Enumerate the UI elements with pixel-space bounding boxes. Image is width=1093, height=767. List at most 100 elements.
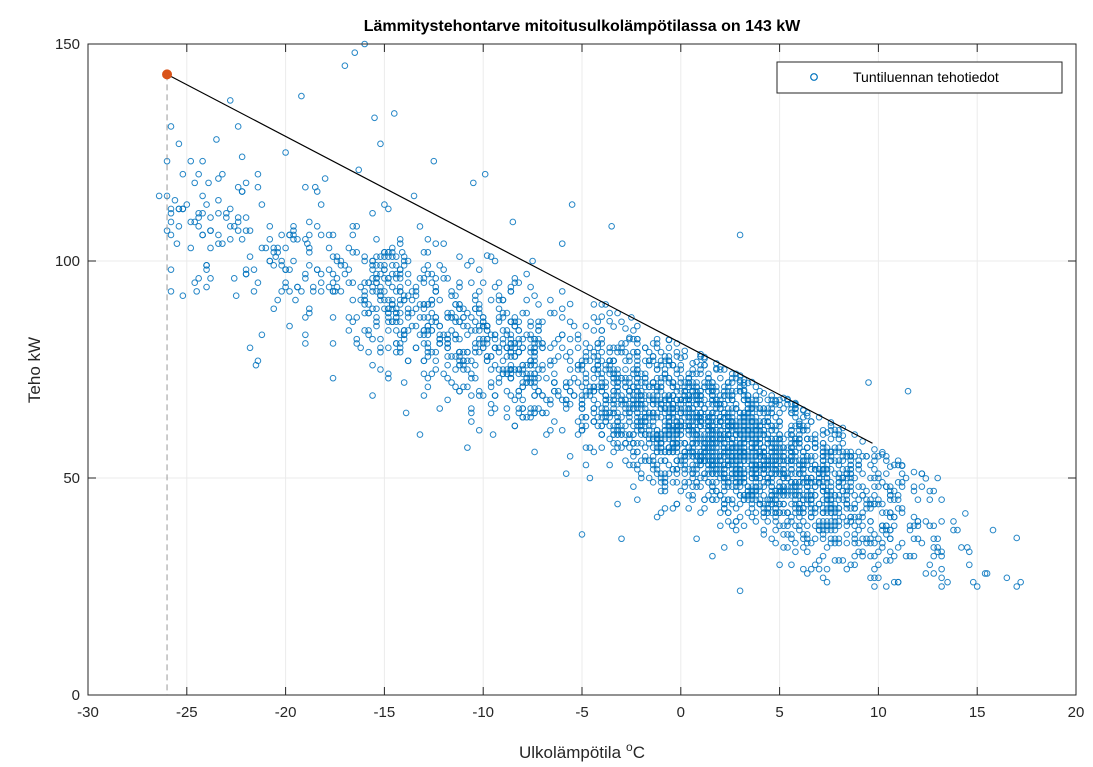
data-point bbox=[606, 461, 613, 469]
data-point bbox=[626, 405, 633, 412]
data-point bbox=[649, 383, 657, 391]
data-point bbox=[634, 387, 641, 395]
data-point bbox=[831, 522, 839, 530]
data-point bbox=[736, 426, 744, 434]
data-point bbox=[800, 505, 807, 512]
data-point bbox=[377, 270, 384, 278]
data-point bbox=[392, 318, 400, 326]
data-point bbox=[535, 318, 542, 326]
data-point bbox=[685, 479, 693, 486]
data-point bbox=[720, 387, 728, 395]
data-point bbox=[566, 335, 574, 343]
data-point bbox=[570, 392, 578, 399]
data-point bbox=[424, 327, 432, 334]
data-point bbox=[468, 409, 475, 417]
data-point bbox=[748, 444, 756, 451]
data-point bbox=[590, 314, 598, 321]
data-point bbox=[535, 327, 542, 334]
data-point bbox=[578, 426, 586, 434]
data-point bbox=[594, 400, 602, 408]
data-point bbox=[215, 231, 222, 239]
data-point bbox=[811, 522, 819, 530]
data-point bbox=[835, 474, 843, 482]
data-point bbox=[246, 227, 254, 234]
data-point bbox=[657, 374, 665, 382]
data-point bbox=[752, 396, 760, 404]
data-point bbox=[365, 327, 372, 334]
y-tick-label: 0 bbox=[72, 687, 80, 704]
data-point bbox=[527, 331, 534, 339]
data-point bbox=[618, 374, 625, 382]
data-point bbox=[780, 474, 787, 482]
data-point bbox=[827, 422, 835, 430]
data-point bbox=[709, 487, 716, 495]
data-point bbox=[740, 496, 748, 504]
data-point bbox=[385, 275, 392, 282]
data-point bbox=[697, 418, 704, 425]
data-point bbox=[815, 466, 823, 473]
data-point bbox=[507, 361, 515, 369]
data-point bbox=[681, 466, 689, 473]
data-point bbox=[728, 405, 736, 412]
data-point bbox=[551, 370, 558, 378]
data-point bbox=[404, 327, 412, 334]
data-point bbox=[800, 518, 807, 525]
data-point bbox=[282, 244, 289, 252]
data-point bbox=[839, 487, 847, 495]
data-point bbox=[582, 370, 590, 378]
data-point bbox=[827, 492, 835, 499]
data-point bbox=[515, 405, 523, 412]
legend-marker-icon bbox=[810, 73, 818, 81]
data-point bbox=[392, 309, 400, 317]
data-point bbox=[918, 483, 926, 490]
data-point bbox=[827, 466, 835, 473]
data-point bbox=[883, 509, 890, 517]
data-point bbox=[404, 279, 412, 287]
data-point bbox=[756, 422, 764, 430]
data-point bbox=[193, 288, 200, 295]
data-point bbox=[839, 457, 847, 464]
data-point bbox=[649, 409, 657, 417]
data-point bbox=[890, 461, 898, 469]
data-point bbox=[835, 557, 843, 564]
data-point bbox=[428, 296, 436, 304]
data-point bbox=[641, 418, 649, 425]
data-point bbox=[784, 470, 791, 477]
data-point bbox=[760, 505, 768, 512]
data-point bbox=[736, 376, 744, 384]
data-point bbox=[855, 461, 862, 469]
data-point bbox=[800, 470, 807, 477]
data-point bbox=[950, 518, 957, 525]
data-point bbox=[369, 392, 376, 399]
data-point bbox=[578, 405, 586, 412]
data-point bbox=[886, 492, 894, 499]
data-point bbox=[669, 422, 677, 430]
data-point bbox=[468, 370, 475, 378]
data-point bbox=[531, 335, 538, 343]
data-point bbox=[867, 574, 874, 582]
data-point bbox=[764, 461, 772, 469]
data-point bbox=[890, 552, 898, 560]
data-point bbox=[392, 288, 400, 295]
data-point bbox=[803, 539, 811, 547]
data-point bbox=[519, 396, 527, 404]
data-point bbox=[456, 283, 463, 291]
data-point bbox=[693, 426, 700, 434]
data-point bbox=[780, 522, 787, 530]
data-point bbox=[179, 205, 187, 213]
data-point bbox=[728, 457, 736, 464]
data-point bbox=[764, 479, 772, 486]
data-point bbox=[404, 257, 412, 265]
data-point bbox=[879, 522, 886, 530]
data-point bbox=[752, 492, 760, 499]
data-point bbox=[831, 518, 839, 525]
data-point bbox=[776, 401, 783, 409]
data-point bbox=[803, 457, 811, 464]
data-point bbox=[728, 426, 736, 434]
data-point bbox=[392, 275, 400, 282]
data-point bbox=[653, 400, 661, 408]
data-point bbox=[349, 222, 357, 230]
data-point bbox=[317, 279, 325, 287]
data-point bbox=[701, 422, 708, 430]
data-point bbox=[606, 435, 613, 443]
